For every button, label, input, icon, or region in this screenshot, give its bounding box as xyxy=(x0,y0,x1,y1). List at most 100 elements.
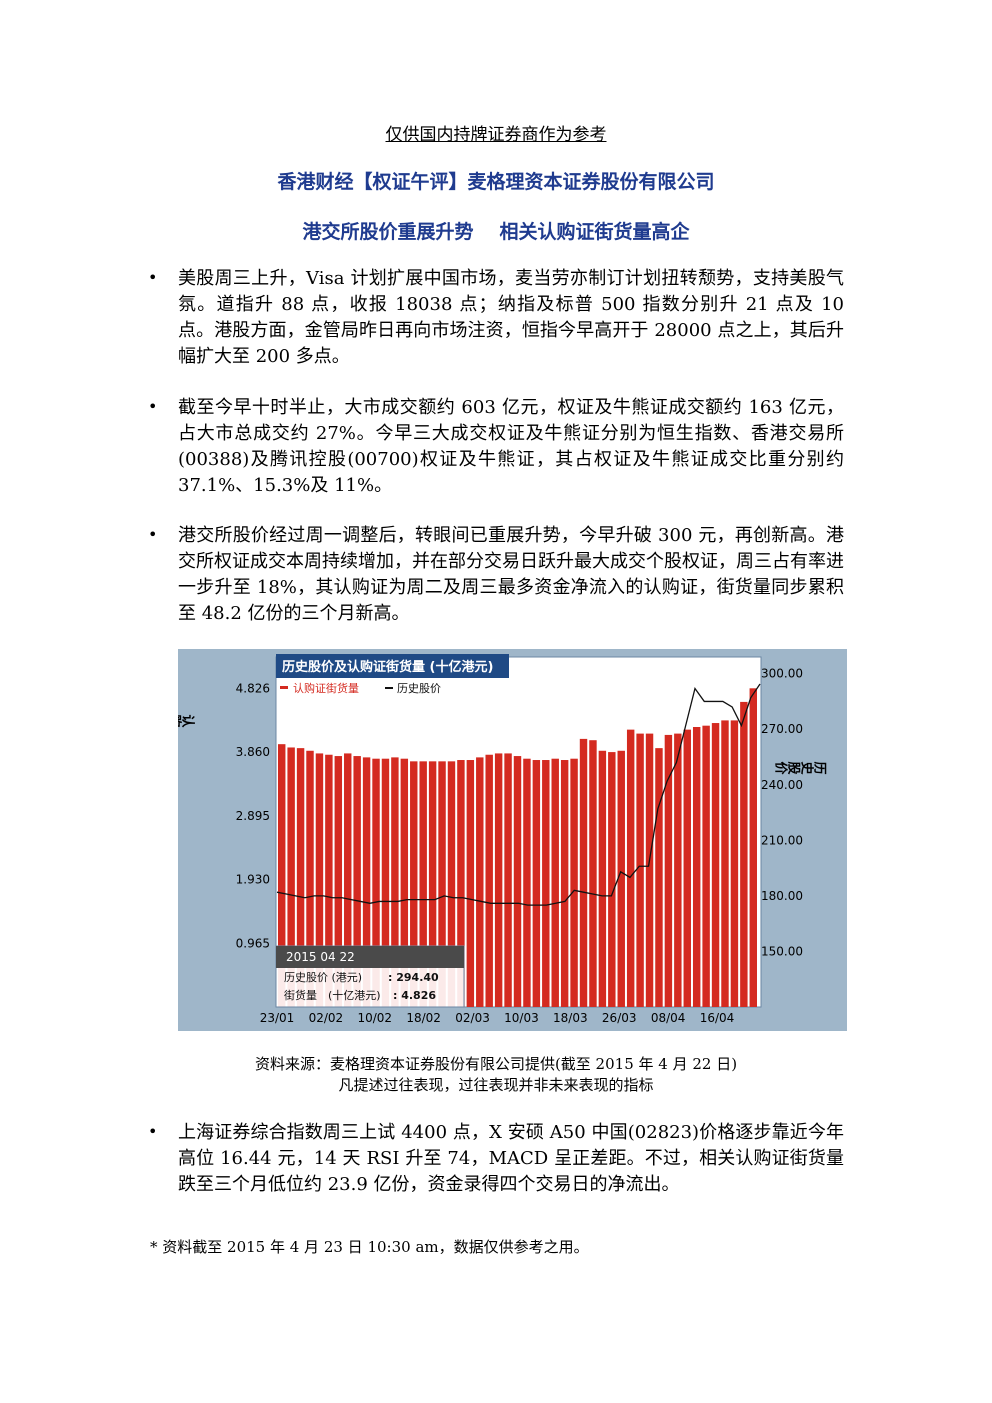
left-tick-label: 4.826 xyxy=(236,681,270,695)
volume-bar xyxy=(542,760,550,1007)
volume-bar xyxy=(711,723,720,1007)
x-tick-label: 18/03 xyxy=(553,1011,588,1025)
right-tick-label: 270.00 xyxy=(761,722,803,736)
volume-bar xyxy=(674,733,682,1007)
chart-caption: 资料来源：麦格理资本证券股份有限公司提供(截至 2015 年 4 月 22 日)… xyxy=(0,1054,992,1096)
volume-bar xyxy=(315,753,324,1007)
volume-bar xyxy=(740,701,748,1007)
volume-bar xyxy=(608,752,616,1007)
right-tick-label: 300.00 xyxy=(761,667,803,681)
paragraph-us-market: 美股周三上升，Visa 计划扩展中国市场，麦当劳亦制订计划扭转颓势，支持美股气氛… xyxy=(178,268,844,367)
volume-bar xyxy=(598,750,607,1007)
volume-bar xyxy=(532,760,541,1007)
x-axis: 23/01 02/02 10/02 18/02 02/03 10/03 18/03 26/03… xyxy=(260,1011,735,1025)
right-tick-label: 240.00 xyxy=(761,778,803,792)
volume-bar xyxy=(702,725,710,1007)
left-tick-label: 2.895 xyxy=(236,809,270,823)
volume-bar xyxy=(730,720,739,1007)
volume-bar xyxy=(626,729,635,1007)
x-tick-label: 23/01 xyxy=(260,1011,295,1025)
x-tick-label: 18/02 xyxy=(406,1011,441,1025)
left-tick-label: 0.965 xyxy=(236,936,270,950)
volume-bar xyxy=(447,761,456,1007)
chart-title: 历史股价及认购证街货量 (十亿港元) xyxy=(282,659,493,675)
tooltip-price-label: 历史股价 (港元) xyxy=(284,971,362,984)
x-tick-label: 02/03 xyxy=(455,1011,490,1025)
volume-bar xyxy=(683,729,691,1007)
volume-bar xyxy=(721,720,729,1007)
report-title: 香港财经【权证午评】麦格理资本证券股份有限公司 xyxy=(277,171,715,193)
volume-bar xyxy=(466,760,475,1007)
volume-bar xyxy=(560,760,569,1007)
volume-bar xyxy=(494,753,503,1007)
bullet-marker: • xyxy=(148,268,158,287)
volume-bar xyxy=(749,688,757,1007)
bullet-marker: • xyxy=(148,525,158,544)
volume-bar xyxy=(636,733,644,1007)
volume-bar xyxy=(344,753,352,1007)
x-tick-label: 08/04 xyxy=(651,1011,686,1025)
volume-bar xyxy=(645,733,654,1007)
left-tick-label: 3.860 xyxy=(236,745,270,759)
caption-source: 资料来源：麦格理资本证券股份有限公司提供(截至 2015 年 4 月 22 日) xyxy=(254,1055,738,1073)
right-tick-label: 150.00 xyxy=(761,944,803,958)
x-tick-label: 10/02 xyxy=(357,1011,392,1025)
volume-bar xyxy=(523,758,531,1007)
volume-bar xyxy=(372,758,380,1007)
volume-bar xyxy=(419,761,427,1007)
volume-bar xyxy=(325,754,333,1007)
volume-bar xyxy=(278,744,286,1007)
tooltip-price-value: : 294.40 xyxy=(388,971,439,984)
tooltip-date: 2015 04 22 xyxy=(286,950,355,964)
disclaimer: 仅供国内持牌证券商作为参考 xyxy=(385,125,607,145)
volume-bar xyxy=(617,750,625,1007)
volume-bar xyxy=(353,756,361,1007)
volume-bar xyxy=(579,738,588,1007)
volume-bar xyxy=(589,740,597,1007)
legend-bar-swatch xyxy=(280,686,288,689)
volume-bar xyxy=(476,757,484,1007)
volume-bar xyxy=(570,758,578,1007)
volume-bar xyxy=(457,760,465,1007)
right-tick-label: 210.00 xyxy=(761,833,803,847)
volume-bar xyxy=(391,757,399,1007)
volume-bar xyxy=(306,750,314,1007)
volume-bar xyxy=(334,756,343,1007)
volume-bar xyxy=(551,758,559,1007)
legend: 认购证街货量 历史股价 xyxy=(280,681,441,695)
headline-part-b: 相关认购证街货量高企 xyxy=(499,221,690,243)
x-tick-label: 02/02 xyxy=(309,1011,344,1025)
volume-bar xyxy=(655,748,663,1007)
chart-title-bar xyxy=(276,654,509,678)
right-axis: 300.00 270.00 240.00 210.00 180.00 150.00 xyxy=(761,667,803,959)
headline-part-a: 港交所股价重展升势 xyxy=(302,221,474,243)
bar-series xyxy=(278,688,757,1007)
volume-bar xyxy=(504,753,512,1007)
volume-bar xyxy=(381,758,390,1007)
volume-bar xyxy=(362,757,371,1007)
bullet-marker: • xyxy=(148,397,158,416)
volume-bar xyxy=(428,761,437,1007)
tooltip-header xyxy=(276,946,464,968)
volume-bar xyxy=(692,727,701,1007)
legend-line-label: 历史股价 xyxy=(397,682,441,695)
volume-bar xyxy=(400,758,409,1007)
left-axis-title: 认购证街货量 (十亿港元) xyxy=(178,712,196,729)
headline: 港交所股价重展升势 相关认购证街货量高企 xyxy=(0,217,992,244)
left-axis: 4.826 3.860 2.895 1.930 0.965 xyxy=(236,681,270,950)
caption-warning: 凡提述过往表现，过往表现并非未来表现的指标 xyxy=(338,1076,654,1094)
x-tick-label: 10/03 xyxy=(504,1011,539,1025)
volume-bar xyxy=(287,747,295,1007)
x-tick-label: 16/04 xyxy=(700,1011,735,1025)
tooltip-volume-value: : 4.826 xyxy=(393,989,436,1002)
left-tick-label: 1.930 xyxy=(236,873,270,887)
volume-bar xyxy=(410,761,418,1007)
footnote: * 资料截至 2015 年 4 月 23 日 10:30 am，数据仅供参考之用… xyxy=(150,1238,589,1256)
tooltip: 2015 04 22 历史股价 (港元) : 294.40 街货量 (十亿港元)… xyxy=(275,945,465,1008)
paragraph-hkex: 港交所股价经过周一调整后，转眼间已重展升势，今早升破 300 元，再创新高。港交… xyxy=(178,525,844,624)
legend-bar-label: 认购证街货量 xyxy=(293,681,359,695)
volume-bar xyxy=(438,761,446,1007)
chart: 历史股价及认购证街货量 (十亿港元) 认购证街货量 历史股价 4.826 3.86… xyxy=(49,649,847,1031)
volume-bar xyxy=(664,734,673,1007)
volume-bar xyxy=(513,756,522,1007)
